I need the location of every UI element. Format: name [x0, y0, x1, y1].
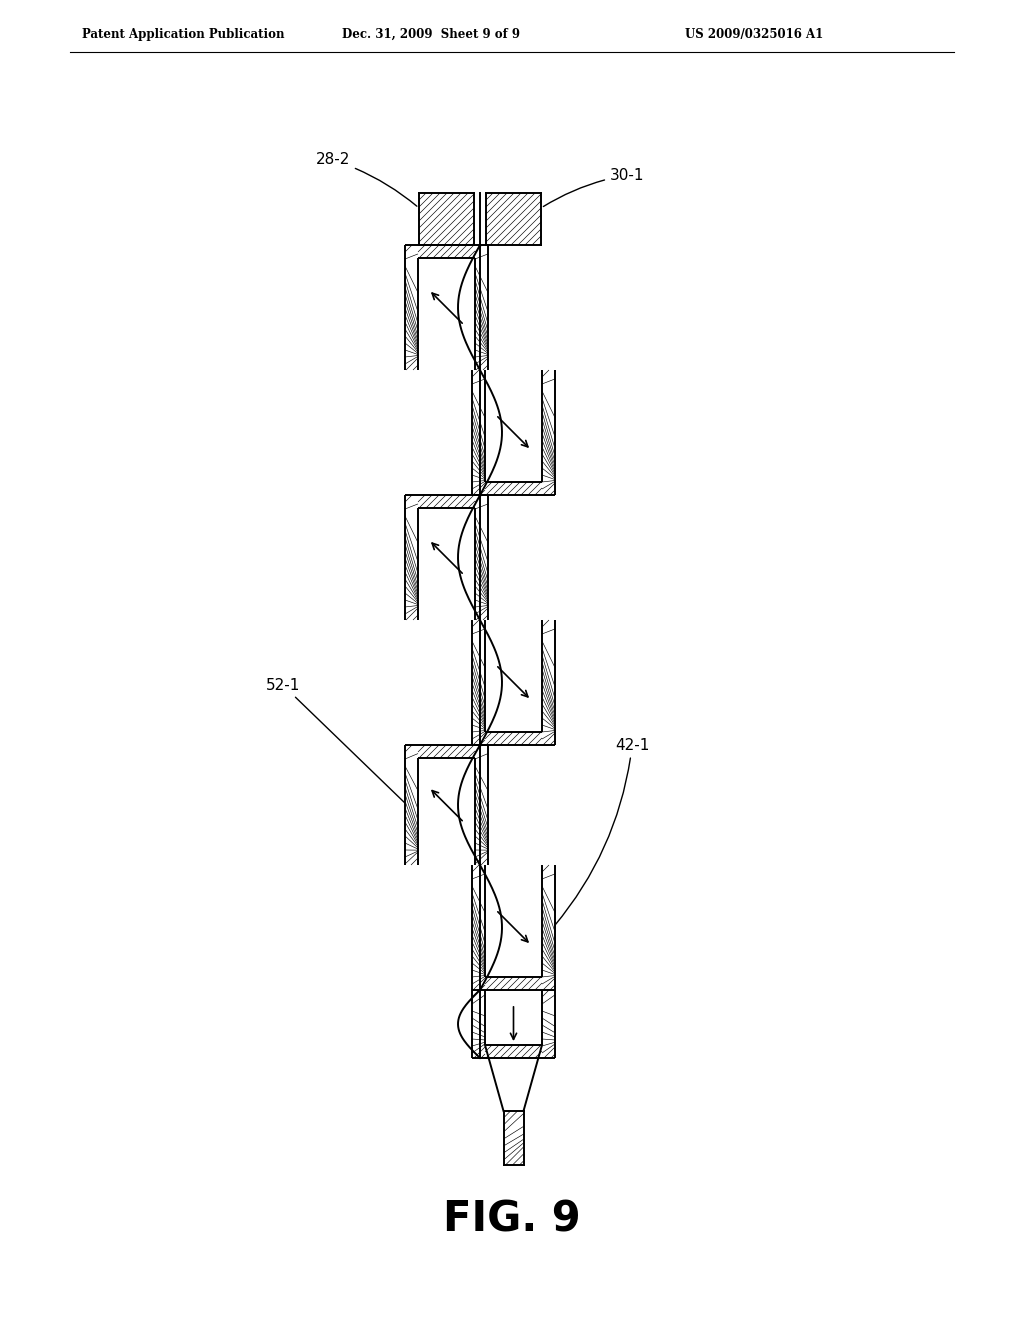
Text: 52-1: 52-1	[265, 677, 406, 803]
Text: 28-2: 28-2	[315, 153, 417, 206]
Text: FIG. 9: FIG. 9	[443, 1199, 581, 1241]
Text: 42-1: 42-1	[555, 738, 649, 925]
Text: 30-1: 30-1	[544, 168, 644, 206]
Text: US 2009/0325016 A1: US 2009/0325016 A1	[685, 28, 823, 41]
Text: Patent Application Publication: Patent Application Publication	[82, 28, 285, 41]
Text: Dec. 31, 2009  Sheet 9 of 9: Dec. 31, 2009 Sheet 9 of 9	[342, 28, 520, 41]
